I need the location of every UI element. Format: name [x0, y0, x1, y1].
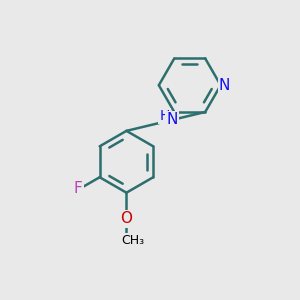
Text: O: O: [120, 212, 132, 226]
Text: H: H: [160, 110, 170, 123]
Text: N: N: [219, 78, 230, 93]
Text: F: F: [74, 181, 82, 196]
Text: CH₃: CH₃: [122, 234, 145, 247]
Text: N: N: [167, 112, 178, 128]
